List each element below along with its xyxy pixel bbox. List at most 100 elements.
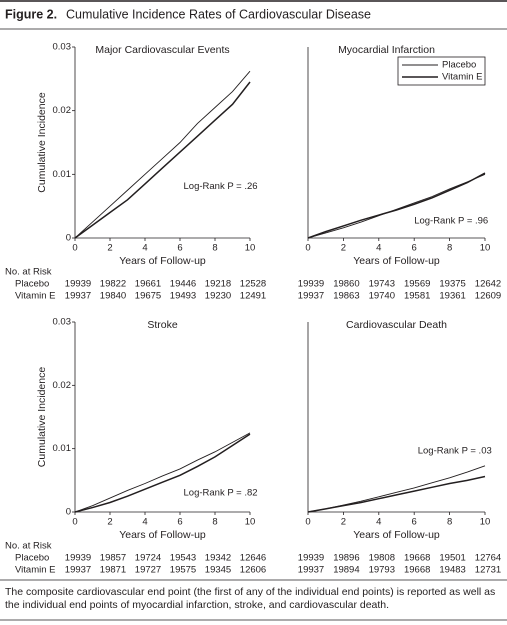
legend-box — [397, 56, 486, 86]
x-tick-label: 2 — [107, 243, 112, 254]
at-risk-value: 19483 — [439, 565, 465, 576]
at-risk-value: 19581 — [404, 291, 430, 302]
at-risk-value: 19446 — [170, 279, 196, 290]
x-tick-label: 8 — [212, 517, 217, 528]
y-tick-label: 0 — [66, 233, 71, 244]
y-tick-label: 0.03 — [53, 42, 72, 53]
figure-label: Figure 2. — [5, 7, 57, 21]
at-risk-value: 19543 — [170, 553, 196, 564]
x-tick-label: 8 — [212, 243, 217, 254]
x-tick-label: 0 — [305, 243, 310, 254]
at-risk-label: Vitamin E — [15, 291, 55, 302]
at-risk-value: 19863 — [333, 291, 359, 302]
at-risk-label: Vitamin E — [15, 565, 55, 576]
at-risk-title: No. at Risk — [5, 267, 52, 278]
at-risk-value: 12528 — [240, 279, 266, 290]
legend-label: Vitamin E — [442, 72, 482, 83]
x-tick-label: 6 — [177, 243, 182, 254]
at-risk-value: 19871 — [100, 565, 126, 576]
at-risk-value: 12764 — [475, 553, 501, 564]
y-tick-label: 0 — [66, 507, 71, 518]
at-risk-value: 19860 — [333, 279, 359, 290]
x-tick-label: 4 — [142, 517, 147, 528]
at-risk-value: 19937 — [298, 291, 324, 302]
panel-title: Major Cardiovascular Events — [95, 44, 229, 56]
x-tick-label: 0 — [305, 517, 310, 528]
y-tick-label: 0.03 — [53, 317, 72, 328]
at-risk-value: 19937 — [65, 291, 91, 302]
series-line — [307, 475, 486, 513]
at-risk-value: 19740 — [369, 291, 395, 302]
x-tick-label: 4 — [376, 517, 381, 528]
figure-title: Cumulative Incidence Rates of Cardiovasc… — [66, 7, 371, 21]
panel-title: Cardiovascular Death — [346, 319, 447, 331]
at-risk-value: 19569 — [404, 279, 430, 290]
at-risk-value: 19939 — [65, 553, 91, 564]
y-tick-label: 0.01 — [53, 443, 72, 454]
at-risk-value: 19939 — [298, 279, 324, 290]
at-risk-value: 19375 — [439, 279, 465, 290]
at-risk-value: 12491 — [240, 291, 266, 302]
at-risk-value: 19840 — [100, 291, 126, 302]
at-risk-value: 19345 — [205, 565, 231, 576]
at-risk-value: 12646 — [240, 553, 266, 564]
panel-title: Stroke — [147, 319, 178, 331]
at-risk-value: 19727 — [135, 565, 161, 576]
x-tick-label: 0 — [72, 517, 77, 528]
series-line — [74, 70, 251, 239]
series-line — [74, 433, 251, 513]
at-risk-value: 19724 — [135, 553, 161, 564]
at-risk-value: 12606 — [240, 565, 266, 576]
at-risk-value: 19361 — [439, 291, 465, 302]
y-tick-label: 0.01 — [53, 169, 72, 180]
at-risk-value: 19675 — [135, 291, 161, 302]
annotation: Log-Rank P = .96 — [414, 215, 488, 226]
x-tick-label: 8 — [447, 517, 452, 528]
at-risk-value: 12642 — [475, 279, 501, 290]
at-risk-label: Placebo — [15, 553, 49, 564]
x-tick-label: 4 — [142, 243, 147, 254]
x-tick-label: 2 — [341, 517, 346, 528]
series-line — [74, 432, 251, 513]
at-risk-value: 19857 — [100, 553, 126, 564]
x-tick-label: 2 — [107, 517, 112, 528]
x-axis-label: Years of Follow-up — [353, 255, 440, 267]
at-risk-value: 19939 — [65, 279, 91, 290]
at-risk-value: 19808 — [369, 553, 395, 564]
at-risk-value: 19668 — [404, 553, 430, 564]
series-line — [307, 172, 486, 239]
x-tick-label: 6 — [412, 243, 417, 254]
at-risk-value: 19501 — [439, 553, 465, 564]
panel-title: Myocardial Infarction — [338, 44, 435, 56]
y-tick-label: 0.02 — [53, 105, 72, 116]
at-risk-value: 19937 — [65, 565, 91, 576]
series-line — [74, 81, 251, 239]
at-risk-value: 19896 — [333, 553, 359, 564]
annotation: Log-Rank P = .03 — [418, 446, 492, 457]
at-risk-value: 12731 — [475, 565, 501, 576]
at-risk-value: 19493 — [170, 291, 196, 302]
at-risk-value: 19937 — [298, 565, 324, 576]
at-risk-value: 19894 — [333, 565, 359, 576]
at-risk-value: 12609 — [475, 291, 501, 302]
y-axis-label: Cumulative Incidence — [36, 92, 48, 193]
at-risk-value: 19939 — [298, 553, 324, 564]
x-tick-label: 6 — [412, 517, 417, 528]
y-axis-label: Cumulative Incidence — [36, 367, 48, 468]
x-tick-label: 10 — [480, 243, 491, 254]
annotation: Log-Rank P = .82 — [184, 488, 258, 499]
x-tick-label: 10 — [245, 243, 256, 254]
at-risk-value: 19342 — [205, 553, 231, 564]
at-risk-value: 19793 — [369, 565, 395, 576]
series-line — [307, 465, 486, 513]
at-risk-value: 19822 — [100, 279, 126, 290]
at-risk-value: 19661 — [135, 279, 161, 290]
at-risk-value: 19668 — [404, 565, 430, 576]
annotation: Log-Rank P = .26 — [184, 181, 258, 192]
x-tick-label: 10 — [480, 517, 491, 528]
x-tick-label: 2 — [341, 243, 346, 254]
x-tick-label: 6 — [177, 517, 182, 528]
x-tick-label: 10 — [245, 517, 256, 528]
at-risk-value: 19575 — [170, 565, 196, 576]
